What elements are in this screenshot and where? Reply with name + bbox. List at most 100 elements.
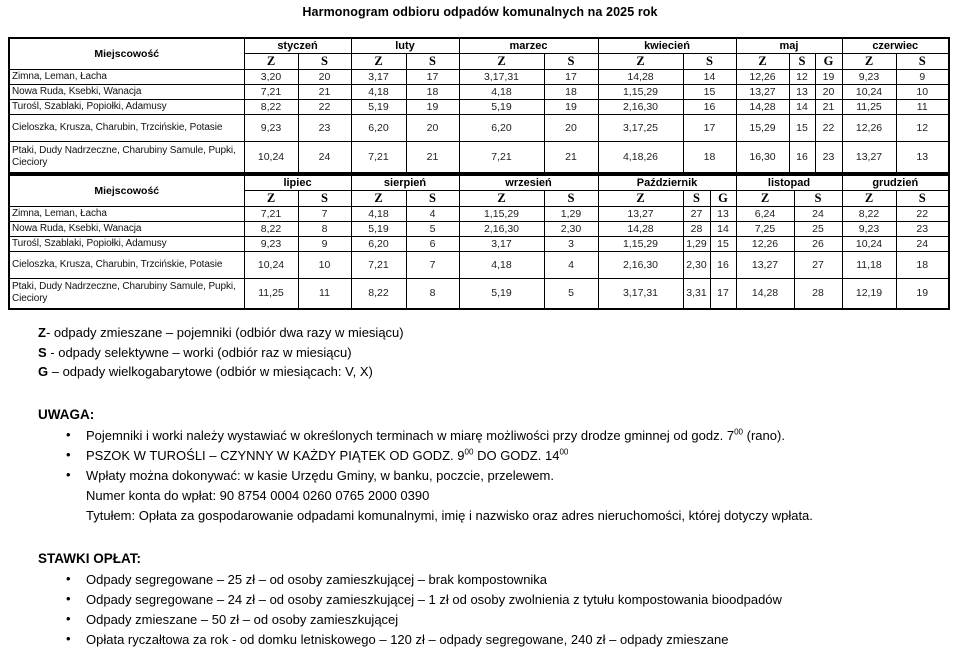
waste-type-header: S [297, 53, 352, 70]
schedule-cell: 21 [543, 141, 599, 173]
schedule-cell: 18 [895, 250, 950, 279]
schedule-cell: 6,24 [735, 205, 795, 222]
schedule-cell: 11,25 [841, 99, 897, 115]
schedule-cell: 4,18,26 [597, 141, 684, 173]
uwaga-heading: UWAGA: [38, 406, 95, 422]
note-text: Opłata ryczałtowa za rok - od domku letn… [86, 631, 729, 647]
legend-text: - odpady zmieszane – pojemniki (odbiór d… [45, 325, 404, 340]
schedule-cell: 9,23 [243, 114, 299, 142]
locality-cell: Ptaki, Dudy Nadrzeczne, Charubiny Samule… [8, 141, 245, 173]
schedule-cell: 12,26 [735, 69, 790, 85]
schedule-cell: 13,27 [735, 250, 795, 279]
schedule-cell: 5 [405, 220, 460, 237]
schedule-cell: 4,18 [458, 250, 545, 279]
month-header: listopad [735, 174, 843, 191]
schedule-cell: 11,18 [841, 250, 897, 279]
schedule-cell: 17 [543, 69, 599, 85]
note-line: •Tytułem: Opłata za gospodarowanie odpad… [62, 506, 960, 526]
schedule-cell: 28 [682, 220, 711, 237]
schedule-cell: 2,16,30 [458, 220, 545, 237]
schedule-cell: 15 [788, 114, 816, 142]
schedule-cell: 8 [405, 277, 460, 310]
schedule-cell: 12,26 [735, 235, 795, 252]
waste-type-header: Z [243, 189, 299, 207]
waste-type-header: Z [597, 53, 684, 70]
schedule-cell: 25 [793, 220, 843, 237]
bullet-icon: • [66, 590, 71, 606]
bullet-icon: • [66, 466, 71, 482]
header-row-months: Miejscowość styczeń luty marzec kwiecień maj c… [8, 37, 950, 70]
note-text: PSZOK W TUROŚLI – CZYNNY W KAŻDY PIĄTEK … [86, 447, 569, 463]
schedule-cell: 9,23 [243, 235, 299, 252]
schedule-cell: 19 [543, 99, 599, 115]
schedule-cell: 16 [788, 141, 816, 173]
schedule-cell: 7,21 [458, 141, 545, 173]
schedule-cell: 24 [895, 235, 950, 252]
schedule-cell: 5,19 [458, 277, 545, 310]
note-line: • PSZOK W TUROŚLI – CZYNNY W KAŻDY PIĄTEK… [62, 446, 960, 466]
schedule-cell: 8,22 [243, 220, 299, 237]
schedule-cell: 7,21 [350, 250, 407, 279]
month-header: styczeń [243, 37, 352, 54]
note-line: • Odpady zmieszane – 50 zł – od osoby zam… [62, 610, 960, 630]
waste-type-header: Z [458, 53, 545, 70]
schedule-cell: 14 [788, 99, 816, 115]
schedule-cell: 3 [543, 235, 599, 252]
note-text: Numer konta do wpłat: 90 8754 0004 0260 … [86, 487, 430, 503]
schedule-cell: 22 [814, 114, 843, 142]
schedule-cell: 26 [793, 235, 843, 252]
waste-type-header: S [682, 189, 711, 207]
locality-cell: Turośl, Szablaki, Popiołki, Adamusy [8, 235, 245, 252]
schedule-cell: 3,31 [682, 277, 711, 310]
bullet-icon: • [66, 426, 71, 442]
schedule-cell: 1,29 [543, 205, 599, 222]
note-line: • Wpłaty można dokonywać: w kasie Urzędu … [62, 466, 960, 486]
schedule-cell: 19 [895, 277, 950, 310]
locality-cell: Turośl, Szablaki, Popiołki, Adamusy [8, 99, 245, 115]
schedule-cell: 1,15,29 [458, 205, 545, 222]
month-header: Październik [597, 174, 737, 191]
schedule-cell: 11 [297, 277, 352, 310]
schedule-cell: 6,20 [458, 114, 545, 142]
schedule-cell: 20 [814, 84, 843, 100]
waste-type-header: S [793, 189, 843, 207]
note-text: Odpady segregowane – 24 zł – od osoby za… [86, 591, 782, 607]
schedule-cell: 16,30 [735, 141, 790, 173]
header-row-months: Miejscowość lipiec sierpień wrzesień Paździe… [8, 174, 950, 207]
note-text: Odpady segregowane – 25 zł – od osoby za… [86, 571, 548, 587]
superscript: 00 [559, 447, 569, 457]
waste-type-header: S [788, 53, 816, 70]
schedule-cell: 14 [682, 69, 737, 85]
month-header: marzec [458, 37, 599, 54]
legend-item: Z- odpady zmieszane – pojemniki (odbiór … [38, 323, 960, 343]
schedule-cell: 5,19 [350, 99, 407, 115]
schedule-cell: 24 [297, 141, 352, 173]
schedule-cell: 8,22 [350, 277, 407, 310]
locality-column-header: Miejscowość [8, 174, 245, 207]
schedule-cell: 9 [297, 235, 352, 252]
waste-type-header: G [709, 189, 737, 207]
schedule-cell: 13 [788, 84, 816, 100]
schedule-cell: 23 [814, 141, 843, 173]
locality-cell: Nowa Ruda, Ksebki, Wanacja [8, 220, 245, 237]
table-row: Nowa Ruda, Ksebki, Wanacja 7,21 21 4,18 18 4,… [8, 84, 950, 100]
schedule-cell: 16 [709, 250, 737, 279]
note-text: Pojemniki i worki należy wystawiać w okr… [86, 427, 785, 443]
note-text: Odpady zmieszane – 50 zł – od osoby zami… [86, 611, 399, 627]
schedule-cell: 1,29 [682, 235, 711, 252]
schedule-cell: 22 [895, 205, 950, 222]
schedule-cell: 1,15,29 [597, 84, 684, 100]
schedule-cell: 9 [895, 69, 950, 85]
month-header: luty [350, 37, 460, 54]
schedule-cell: 16 [682, 99, 737, 115]
month-header: lipiec [243, 174, 352, 191]
waste-type-header: Z [735, 189, 795, 207]
schedule-cell: 4,18 [458, 84, 545, 100]
schedule-cell: 13 [895, 141, 950, 173]
schedule-cell: 23 [895, 220, 950, 237]
schedule-cell: 11 [895, 99, 950, 115]
schedule-cell: 4 [543, 250, 599, 279]
schedule-cell: 14,28 [597, 220, 684, 237]
table-row: Cieloszka, Krusza, Charubin, Trzcińskie,… [8, 114, 950, 142]
